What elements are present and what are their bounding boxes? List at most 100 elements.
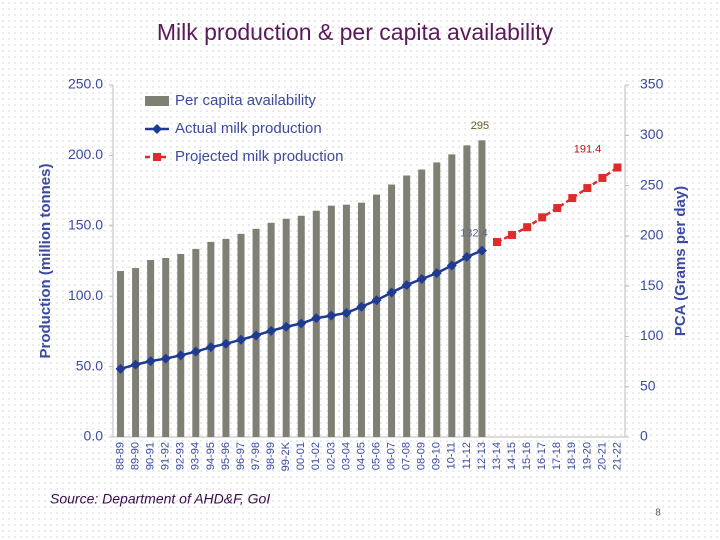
bar bbox=[388, 184, 396, 437]
bar bbox=[418, 169, 426, 438]
x-tick-label: 91-92 bbox=[160, 442, 172, 470]
legend-label: Projected milk production bbox=[175, 148, 343, 165]
marker bbox=[461, 251, 472, 262]
bar bbox=[342, 204, 350, 437]
marker bbox=[205, 342, 216, 353]
y-tick-label: 50.0 bbox=[76, 357, 103, 373]
x-tick-label: 99-2K bbox=[280, 441, 292, 471]
y2-tick-label: 100 bbox=[640, 327, 664, 343]
data-label: 132.4 bbox=[460, 227, 488, 239]
legend-marker bbox=[153, 153, 161, 161]
bar bbox=[312, 210, 320, 437]
marker bbox=[236, 334, 246, 345]
marker bbox=[431, 268, 442, 279]
x-tick-label: 02-03 bbox=[325, 442, 337, 470]
x-tick-label: 06-07 bbox=[385, 442, 397, 470]
x-tick-label: 08-09 bbox=[416, 442, 428, 470]
legend-label: Per capita availability bbox=[175, 92, 316, 109]
x-tick-label: 07-08 bbox=[401, 442, 413, 470]
marker bbox=[553, 204, 562, 213]
marker bbox=[493, 237, 501, 246]
marker bbox=[296, 318, 307, 329]
title: Milk production & per capita availabilit… bbox=[157, 19, 554, 45]
x-tick-label: 93-94 bbox=[190, 442, 202, 470]
marker bbox=[281, 321, 292, 332]
legend-marker bbox=[152, 124, 162, 134]
y2-tick-label: 200 bbox=[640, 227, 664, 243]
marker bbox=[130, 359, 141, 370]
y-axis-label: Production (million tonnes) bbox=[37, 164, 54, 359]
marker bbox=[175, 350, 186, 361]
marker bbox=[613, 163, 622, 172]
marker bbox=[583, 184, 592, 193]
marker bbox=[508, 230, 517, 239]
marker bbox=[598, 173, 607, 182]
bar bbox=[463, 145, 471, 438]
y-tick-label: 200.0 bbox=[68, 146, 103, 162]
marker bbox=[416, 274, 427, 285]
page-number: 8 bbox=[655, 508, 661, 519]
bar bbox=[373, 194, 381, 437]
marker bbox=[386, 287, 397, 298]
bar bbox=[177, 253, 185, 437]
x-tick-label: 11-12 bbox=[461, 442, 473, 469]
x-tick-label: 89-90 bbox=[129, 442, 141, 470]
x-tick-label: 97-98 bbox=[250, 442, 262, 470]
y-tick-label: 150.0 bbox=[68, 217, 103, 233]
source: Source: Department of AHD&F, GoI bbox=[50, 491, 270, 507]
marker bbox=[446, 260, 457, 271]
y2-axis-label: PCA (Grams per day) bbox=[672, 186, 689, 336]
x-tick-label: 04-05 bbox=[355, 442, 367, 470]
y2-tick-label: 300 bbox=[640, 126, 664, 142]
x-tick-label: 20-21 bbox=[596, 442, 608, 470]
y-tick-label: 0.0 bbox=[84, 428, 104, 444]
bar bbox=[403, 175, 411, 437]
marker bbox=[476, 245, 487, 256]
marker bbox=[311, 313, 322, 324]
bar bbox=[132, 268, 140, 437]
y2-tick-label: 150 bbox=[640, 277, 664, 293]
x-tick-label: 88-89 bbox=[114, 442, 126, 470]
x-tick-label: 16-17 bbox=[536, 442, 548, 470]
y-tick-label: 250.0 bbox=[68, 76, 103, 92]
x-tick-label: 03-04 bbox=[340, 442, 352, 470]
x-tick-label: 98-99 bbox=[265, 442, 277, 470]
x-tick-label: 17-18 bbox=[551, 442, 563, 470]
x-tick-label: 13-14 bbox=[491, 442, 503, 470]
legend-label: Actual milk production bbox=[175, 120, 322, 137]
x-tick-label: 00-01 bbox=[295, 442, 307, 470]
bar bbox=[147, 259, 155, 437]
marker bbox=[523, 223, 532, 232]
y-tick-label: 100.0 bbox=[68, 287, 103, 303]
marker bbox=[251, 330, 262, 341]
bar bbox=[433, 162, 441, 437]
x-tick-label: 18-19 bbox=[566, 442, 578, 470]
marker bbox=[190, 346, 201, 357]
marker bbox=[326, 310, 337, 321]
marker bbox=[401, 280, 412, 291]
x-tick-label: 05-06 bbox=[370, 442, 382, 470]
x-tick-label: 12-13 bbox=[476, 442, 488, 470]
bar bbox=[222, 238, 230, 437]
marker bbox=[145, 356, 156, 367]
marker bbox=[568, 194, 577, 203]
bar bbox=[162, 257, 170, 437]
bar bbox=[192, 248, 200, 437]
legend-swatch bbox=[145, 96, 169, 106]
y2-tick-label: 250 bbox=[640, 176, 664, 192]
marker bbox=[266, 325, 277, 336]
y2-tick-label: 50 bbox=[640, 377, 656, 393]
bar bbox=[117, 271, 125, 437]
x-tick-label: 15-16 bbox=[521, 442, 533, 470]
bar bbox=[448, 154, 456, 437]
data-label: 191.4 bbox=[574, 143, 602, 155]
x-tick-label: 90-91 bbox=[145, 442, 157, 470]
marker bbox=[356, 301, 367, 312]
x-tick-label: 09-10 bbox=[431, 442, 443, 470]
x-tick-label: 95-96 bbox=[220, 442, 232, 470]
x-tick-label: 96-97 bbox=[235, 442, 247, 470]
x-tick-label: 01-02 bbox=[310, 442, 322, 470]
x-tick-label: 14-15 bbox=[506, 442, 518, 470]
x-tick-label: 92-93 bbox=[175, 442, 187, 470]
